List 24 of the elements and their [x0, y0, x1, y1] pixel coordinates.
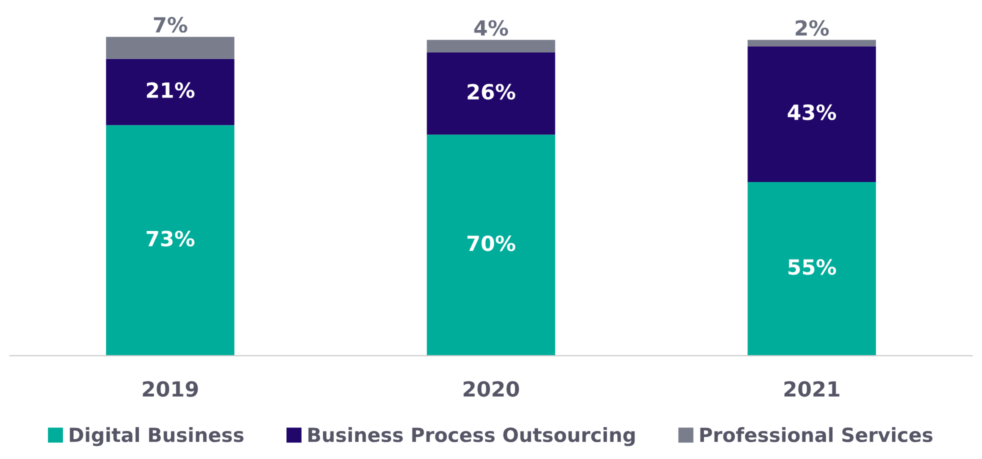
- data-label: 2%: [796, 20, 829, 36]
- bar: [426, 40, 556, 53]
- bar: [426, 52, 556, 135]
- bar: [106, 36, 234, 59]
- data-label: 70%: [467, 235, 516, 252]
- data-label: 4%: [474, 20, 508, 36]
- x-tick-label: 2020: [464, 381, 519, 397]
- legend-label: Digital Business: [70, 427, 244, 446]
- bar: [106, 125, 234, 356]
- legend-label: Business Process Outsourcing: [308, 427, 635, 446]
- data-label: 21%: [146, 82, 194, 98]
- data-label: 7%: [154, 16, 188, 33]
- x-tick-label: 2019: [142, 381, 198, 397]
- x-tick-label: 2021: [784, 381, 840, 397]
- data-label: 55%: [788, 259, 836, 275]
- data-label: 26%: [468, 84, 516, 100]
- bar: [106, 58, 234, 126]
- bar: [426, 134, 556, 356]
- bar: [748, 182, 876, 356]
- data-label: 73%: [146, 230, 194, 246]
- bar: [748, 40, 876, 46]
- data-label: 43%: [788, 104, 836, 120]
- legend-label: Professional Services: [700, 427, 932, 442]
- bar: [748, 46, 876, 182]
